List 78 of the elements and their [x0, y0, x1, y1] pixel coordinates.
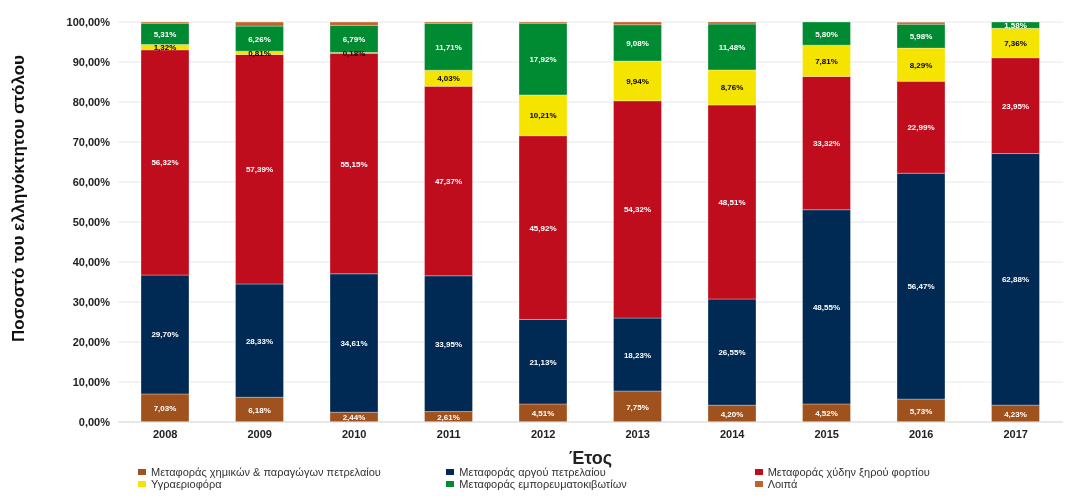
- data-label: 29,70%: [151, 330, 179, 340]
- x-tick-label: 2010: [342, 427, 367, 440]
- data-label: 33,32%: [812, 139, 841, 149]
- legend-label: Υγραεριοφόρα: [151, 478, 222, 490]
- data-label: 4,20%: [720, 409, 744, 419]
- data-label: 7,36%: [1004, 39, 1027, 49]
- data-label: 23,95%: [1001, 101, 1030, 111]
- y-tick-label: 40,00%: [72, 255, 111, 268]
- data-label: 4,51%: [531, 408, 555, 418]
- data-label: 62,88%: [1001, 275, 1030, 285]
- x-tick-label: 2017: [1003, 427, 1028, 440]
- data-label: 22,99%: [907, 123, 935, 133]
- x-tick-label: 2008: [153, 427, 178, 440]
- legend-label: Λοιπά: [767, 478, 798, 490]
- data-label: 18,23%: [623, 350, 652, 360]
- data-label: 1,32%: [153, 43, 177, 53]
- data-label: 2,61%: [437, 412, 460, 422]
- data-label: 4,03%: [437, 74, 460, 84]
- x-tick-label: 2012: [531, 427, 556, 440]
- data-label: 7,81%: [815, 56, 838, 66]
- y-tick-label: 30,00%: [72, 295, 111, 308]
- x-tick-label: 2013: [625, 427, 650, 440]
- y-tick-label: 20,00%: [72, 335, 111, 348]
- x-tick-label: 2011: [436, 427, 461, 440]
- data-label: 55,15%: [340, 159, 368, 169]
- data-label: 6,18%: [248, 405, 271, 415]
- data-label: 26,55%: [718, 348, 746, 358]
- data-label: 11,71%: [435, 42, 462, 52]
- data-label: 21,13%: [529, 357, 557, 367]
- data-label: 8,29%: [909, 60, 933, 70]
- data-label: 7,03%: [153, 403, 177, 413]
- data-label: 4,52%: [815, 408, 838, 418]
- data-label: 33,95%: [434, 339, 463, 349]
- y-tick-label: 0,00%: [78, 415, 111, 428]
- data-label: 56,47%: [907, 282, 935, 292]
- data-label: 47,37%: [434, 177, 463, 187]
- data-label: 6,79%: [342, 34, 366, 44]
- y-tick-label: 80,00%: [72, 95, 111, 108]
- y-tick-label: 100,00%: [66, 15, 111, 28]
- data-label: 10,21%: [529, 111, 557, 121]
- x-axis-title: Έτος: [568, 448, 613, 468]
- legend-label: Μεταφοράς χημικών & παραγώγων πετρελαίου: [151, 466, 381, 478]
- data-label: 48,51%: [718, 197, 746, 207]
- y-tick-label: 10,00%: [72, 375, 111, 388]
- legend-label: Μεταφοράς εμπορευματοκιβωτίων: [459, 478, 627, 490]
- x-tick-label: 2009: [247, 427, 272, 440]
- data-label: 48,55%: [812, 302, 841, 312]
- x-tick-label: 2015: [814, 427, 839, 440]
- data-label: 11,48%: [718, 42, 746, 52]
- data-label: 0,18%: [342, 48, 366, 58]
- data-label: 54,32%: [623, 205, 652, 215]
- legend-label: Μεταφοράς αργού πετρελαίου: [459, 466, 606, 478]
- data-label: 5,73%: [909, 406, 933, 416]
- data-label: 4,23%: [1004, 409, 1027, 419]
- data-label: 9,94%: [626, 76, 649, 86]
- data-label: 57,39%: [245, 165, 274, 175]
- data-label: 8,76%: [720, 83, 744, 93]
- data-label: 7,75%: [626, 402, 649, 412]
- x-tick-label: 2014: [720, 427, 746, 440]
- y-tick-label: 90,00%: [72, 55, 111, 68]
- y-tick-label: 70,00%: [72, 135, 111, 148]
- data-label: 17,92%: [529, 55, 557, 65]
- data-label: 6,26%: [248, 34, 271, 44]
- data-label: 45,92%: [529, 223, 557, 233]
- y-tick-label: 60,00%: [72, 175, 111, 188]
- y-axis-title: Ποσοστό του ελληνόκτητου στόλου: [9, 54, 29, 342]
- data-label: 9,08%: [626, 38, 649, 48]
- data-label: 2,44%: [342, 413, 366, 423]
- data-label: 34,61%: [340, 339, 368, 349]
- x-tick-label: 2016: [909, 427, 934, 440]
- legend-label: Μεταφοράς χύδην ξηρού φορτίου: [767, 466, 930, 478]
- data-label: 5,98%: [909, 32, 933, 42]
- y-tick-label: 50,00%: [72, 215, 111, 228]
- data-label: 56,32%: [151, 158, 179, 168]
- data-label: 1,58%: [1004, 21, 1027, 31]
- data-label: 28,33%: [245, 336, 274, 346]
- data-label: 5,31%: [153, 29, 177, 39]
- data-label: 5,80%: [815, 29, 838, 39]
